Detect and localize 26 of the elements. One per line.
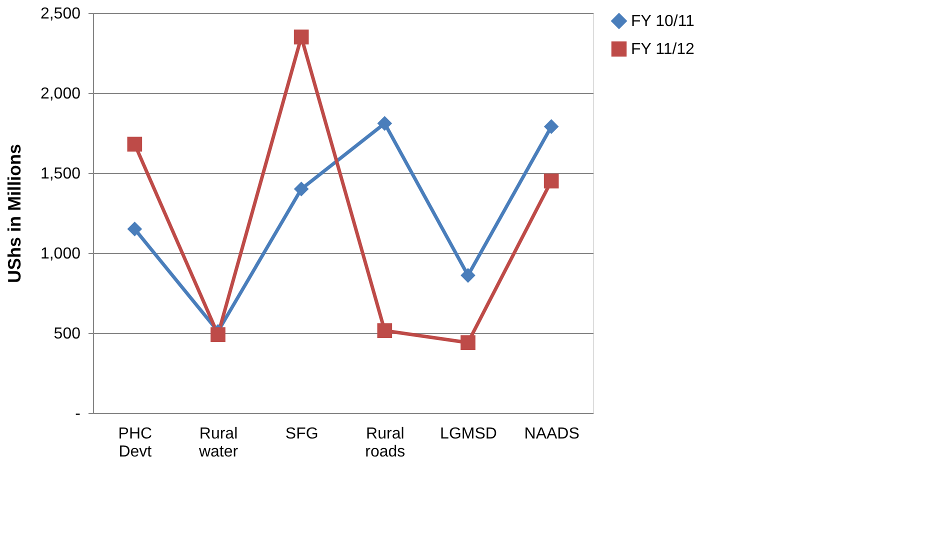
point	[377, 116, 392, 131]
legend-label: FY 10/11	[631, 13, 695, 30]
y-tick-label: -	[75, 406, 80, 422]
y-tick-label: 1,000	[40, 246, 81, 262]
x-tick-label: LGMSD	[440, 426, 497, 442]
point	[294, 30, 309, 44]
point	[127, 136, 142, 152]
y-tick-label: 500	[54, 326, 81, 342]
y-axis-title: UShs in Millions	[4, 144, 24, 284]
x-tick-label: NAADS	[524, 426, 580, 442]
point	[127, 222, 142, 236]
point	[377, 323, 392, 338]
x-tick-label: SFG	[285, 426, 318, 442]
x-tick-label: Rural roads	[365, 426, 406, 460]
point	[294, 182, 309, 196]
x-tick-label: Rural water	[198, 426, 239, 460]
point	[460, 268, 476, 283]
point	[544, 174, 559, 188]
y-tick-label: 2,000	[40, 86, 81, 102]
y-tick-label: 1,500	[40, 166, 81, 182]
legend-label: FY 11/12	[631, 41, 695, 58]
point	[210, 327, 226, 342]
point	[460, 335, 476, 350]
point	[544, 119, 559, 134]
x-tick-label: PHC Devt	[118, 426, 152, 460]
y-tick-label: 2,500	[40, 6, 81, 22]
